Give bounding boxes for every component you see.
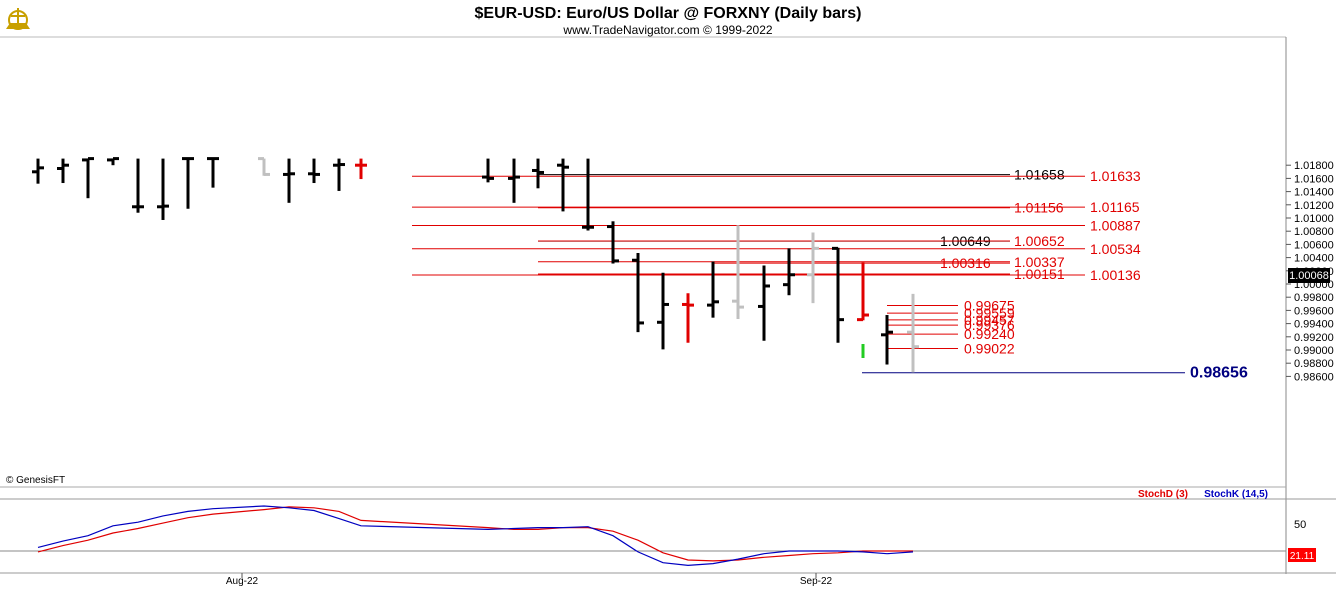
- stoch-value-label: 21.11: [1290, 551, 1315, 562]
- legend-stochk: StochK (14,5): [1204, 489, 1268, 500]
- level-label: 0.98656: [1190, 365, 1248, 382]
- price-y-tick-label: 1.00800: [1294, 226, 1334, 238]
- stoch-y-tick-50: 50: [1294, 519, 1306, 531]
- legend-stochd: StochD (3): [1138, 489, 1188, 500]
- level-label: 1.01658: [1014, 167, 1065, 183]
- price-y-tick-label: 0.98600: [1294, 371, 1334, 383]
- level-label: 0.99022: [964, 341, 1015, 357]
- level-label: 1.00136: [1090, 267, 1141, 283]
- price-y-tick-label: 0.99800: [1294, 292, 1334, 304]
- chart-subtitle: www.TradeNavigator.com © 1999-2022: [562, 23, 772, 37]
- level-label: 1.00337: [1014, 254, 1065, 270]
- level-label: 0.99457: [964, 312, 1015, 328]
- watermark: © GenesisFT: [6, 475, 65, 486]
- level-label: 0.99240: [964, 326, 1015, 342]
- price-y-tick-label: 1.01400: [1294, 187, 1334, 199]
- x-tick-label: Aug-22: [226, 576, 259, 587]
- level-label: 1.00534: [1090, 241, 1141, 257]
- level-label: 0.99675: [964, 297, 1015, 313]
- level-label: 1.00316: [940, 255, 991, 271]
- chart-title: $EUR-USD: Euro/US Dollar @ FORXNY (Daily…: [475, 5, 862, 22]
- level-label: 1.01156: [1014, 200, 1064, 216]
- price-y-tick-label: 1.00600: [1294, 239, 1334, 251]
- price-y-tick-label: 0.99400: [1294, 319, 1334, 331]
- level-label: 0.99559: [964, 305, 1015, 321]
- price-y-tick-label: 0.99200: [1294, 332, 1334, 344]
- price-y-tick-label: 0.98800: [1294, 358, 1334, 370]
- price-y-tick-label: 1.00400: [1294, 253, 1334, 265]
- stoch-series-line: [37, 506, 913, 562]
- price-y-tick-label: 1.01600: [1294, 173, 1334, 185]
- header-logo-icon: [6, 8, 30, 30]
- stoch-series-line: [37, 505, 914, 567]
- level-label: 1.01633: [1090, 168, 1141, 184]
- price-bars: [32, 157, 919, 373]
- level-label: 1.00151: [1014, 266, 1065, 282]
- x-axis-ticks: Aug-22 Sep-22: [226, 573, 833, 587]
- x-tick-label: Sep-22: [800, 576, 833, 587]
- last-price-label: 1.00068: [1289, 270, 1329, 282]
- level-label: 0.99376: [964, 317, 1015, 333]
- level-label: 1.00887: [1090, 217, 1141, 233]
- price-y-tick-label: 1.01000: [1294, 213, 1334, 225]
- stoch-lines: [37, 505, 914, 567]
- price-y-tick-label: 0.99600: [1294, 305, 1334, 317]
- level-label: 1.01165: [1090, 199, 1140, 215]
- stoch-value-box: [1288, 548, 1316, 562]
- price-y-tick-label: 0.99000: [1294, 345, 1334, 357]
- level-label: 1.00652: [1014, 233, 1065, 249]
- last-price-box: [1288, 268, 1330, 283]
- price-levels: 1.01658 1.01633 1.01156 1.01165 1.00887 1.006…: [412, 167, 1248, 382]
- price-y-tick-label: 1.01200: [1294, 200, 1334, 212]
- price-y-tick-label: 1.01800: [1294, 160, 1334, 172]
